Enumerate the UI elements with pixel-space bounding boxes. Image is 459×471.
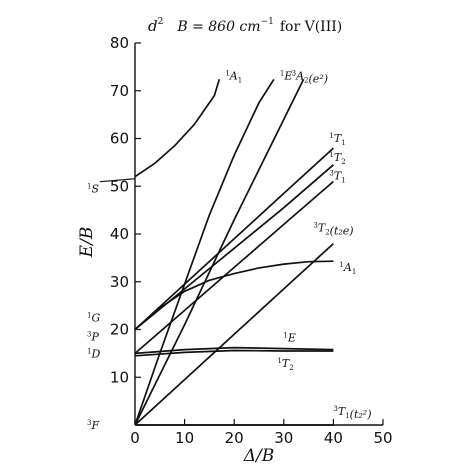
curve-label-1A1: 1A1 [339,261,356,276]
x-tick-label: 30 [274,429,293,447]
free-ion-terms: 1S 1G 3P 1D 3F [87,178,136,432]
curve-1E-8 [134,346,334,355]
y-tick-label: 20 [110,321,129,339]
curve-3T1-5 [134,180,334,355]
term-label-1G: 1G [87,312,100,325]
term-label-1D: 1D [87,347,100,360]
chart-title: d2 B = 860 cm−1 for V(III) [148,17,342,35]
curve-label-3T2: 3T2(t₂e) [313,222,353,238]
curve-label-1T1: 1T1 [329,132,345,147]
curve-label-3A2: 3A2(e²) [292,69,328,85]
y-tick-label: 10 [110,368,129,386]
energy-curves [134,78,334,426]
x-tick-label: 10 [175,429,194,447]
y-tick-label: 80 [110,34,129,52]
y-tick-label: 50 [110,177,129,195]
curve-3T2-6 [134,242,334,426]
x-tick-label: 20 [225,429,244,447]
curve-label-3T1: 3T1(t₂²) [333,405,371,421]
x-tick-label: 0 [130,429,140,447]
y-tick-label: 60 [110,130,129,148]
curve-label-1E: 1E [280,69,293,82]
term-leader-1S [99,178,136,183]
curve-label-1A1: 1A1 [225,69,242,84]
y-ticks: 10 20 30 40 50 60 70 80 [110,34,141,386]
curve-1T1-3 [134,147,334,331]
curve-1A1-0 [134,79,221,178]
term-label-1S: 1S [87,183,99,196]
curve-label-1T2: 1T2 [277,357,293,372]
y-tick-label: 30 [110,273,129,291]
curve-1A1-7 [134,260,334,331]
curve-label-1E: 1E [283,332,296,345]
curve-1T2-9 [134,349,334,357]
y-tick-label: 70 [110,82,129,100]
x-tick-label: 50 [373,429,392,447]
curve-label-1T2: 1T2 [329,151,345,166]
curve-3A2-2 [134,78,305,426]
x-ticks: 0 10 20 30 40 50 [130,419,393,447]
x-axis-label: Δ/B [243,446,275,466]
x-tick-label: 40 [324,429,343,447]
term-label-3P: 3P [87,331,99,344]
y-axis-label: E/B [77,227,97,259]
term-label-3F: 3F [87,419,99,432]
y-tick-label: 40 [110,225,129,243]
curve-label-3T1: 3T1 [329,169,345,184]
